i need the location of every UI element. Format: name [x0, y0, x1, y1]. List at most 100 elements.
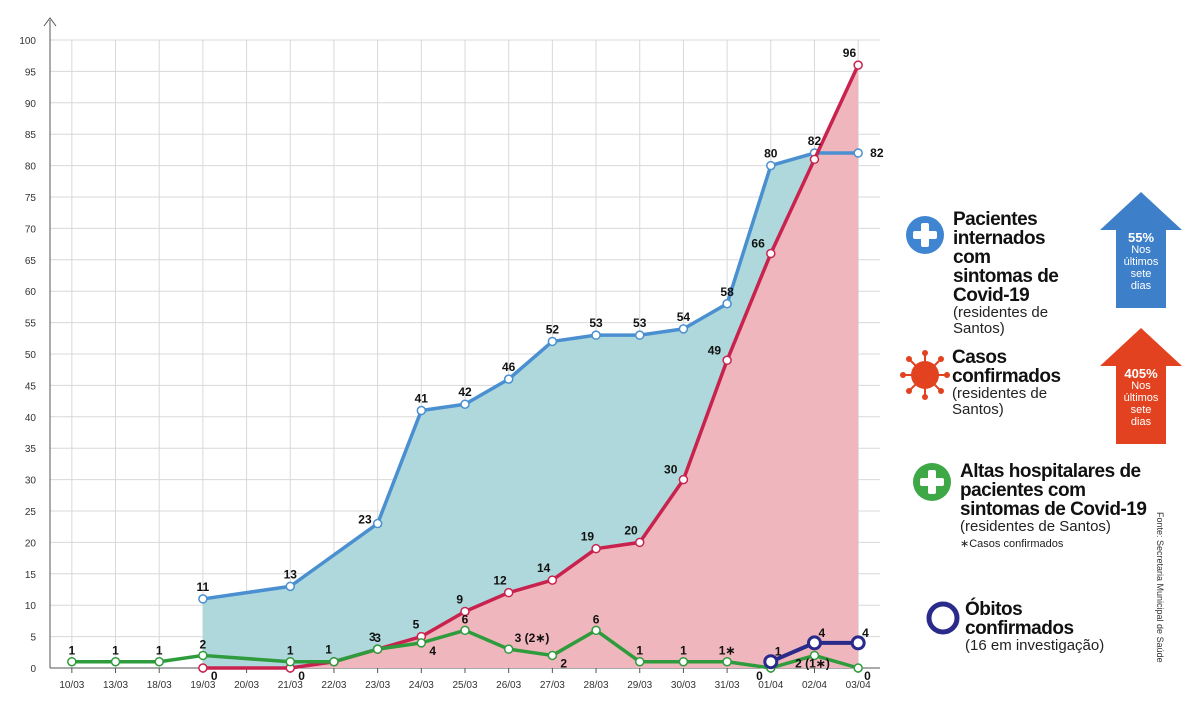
data-label: 0: [211, 669, 218, 683]
x-tick-label: 28/03: [584, 680, 609, 691]
data-label: 3: [374, 631, 381, 645]
y-tick-label: 95: [25, 67, 37, 78]
legend-casos-title: Casos confirmados: [952, 347, 1061, 387]
arrow-internados-text: Nos últimos sete dias: [1123, 244, 1159, 292]
virus-icon: [900, 350, 950, 400]
data-point: [591, 330, 601, 340]
y-tick-label: 35: [25, 444, 37, 455]
x-tick-label: 30/03: [671, 680, 696, 691]
data-point: [416, 405, 427, 416]
data-point: [372, 644, 383, 654]
data-point: [329, 656, 339, 667]
data-label: 80: [764, 147, 778, 161]
y-tick-label: 30: [25, 476, 37, 487]
x-tick-label: 22/03: [321, 680, 346, 691]
x-tick-label: 27/03: [540, 680, 565, 691]
arrow-internados: 55% Nos últimos sete dias: [1100, 192, 1182, 308]
y-tick-label: 20: [25, 538, 37, 549]
data-label: 19: [581, 530, 595, 544]
data-label: 1: [68, 644, 75, 658]
data-point: [591, 543, 601, 554]
chart: 0510152025303540455055606570758085909510…: [19, 17, 884, 691]
data-point: [503, 644, 514, 654]
data-label: 6: [593, 612, 600, 626]
data-point: [416, 638, 427, 648]
data-label: 82: [870, 146, 884, 160]
y-tick-label: 100: [19, 36, 36, 47]
y-tick-label: 40: [25, 413, 37, 424]
data-point: [763, 654, 779, 670]
data-label: 2: [560, 656, 567, 670]
data-point: [460, 399, 470, 409]
legend-altas-note: ∗Casos confirmados: [960, 538, 1064, 550]
plus-circle-icon: [913, 463, 951, 501]
data-point: [766, 248, 776, 259]
data-point: [547, 336, 558, 347]
x-tick-label: 21/03: [278, 680, 303, 691]
x-tick-label: 19/03: [190, 680, 215, 691]
data-label: 54: [677, 310, 691, 324]
y-tick-label: 75: [25, 193, 37, 204]
data-point: [678, 656, 689, 667]
data-label: 2: [200, 637, 207, 651]
data-label: 30: [664, 463, 678, 477]
data-label: 46: [502, 360, 516, 374]
data-label: 0: [298, 669, 305, 683]
x-tick-label: 31/03: [715, 680, 740, 691]
plus-circle-icon: [906, 216, 944, 254]
data-label: 2 (1∗): [795, 656, 830, 670]
data-point: [591, 625, 601, 636]
data-label: 4: [429, 644, 436, 658]
data-point: [503, 587, 514, 598]
arrow-up-icon: [1100, 192, 1182, 308]
data-point: [634, 537, 645, 548]
data-point: [806, 635, 822, 651]
y-tick-label: 55: [25, 319, 37, 330]
y-axis-arrow: [43, 17, 57, 27]
data-point: [634, 330, 645, 340]
data-label: 0: [864, 669, 871, 683]
data-label: 1: [680, 644, 687, 658]
data-point: [460, 606, 470, 617]
data-label: 4: [818, 626, 825, 640]
data-label: 82: [808, 134, 822, 148]
data-label: 0: [756, 669, 763, 683]
data-point: [110, 656, 121, 667]
data-label: 96: [843, 46, 857, 60]
legend-altas-title: Altas hospitalares de pacientes com sint…: [960, 461, 1147, 520]
data-label: 1: [325, 643, 332, 657]
data-label: 1: [112, 644, 119, 658]
arrow-up-icon: [1100, 328, 1182, 444]
data-point: [853, 663, 863, 673]
y-tick-label: 0: [30, 664, 36, 675]
data-point: [460, 625, 470, 636]
data-label: 53: [633, 316, 647, 330]
data-point: [198, 594, 208, 604]
y-tick-label: 60: [25, 287, 37, 298]
data-label: 1: [636, 644, 643, 658]
data-point: [154, 656, 164, 667]
data-point: [722, 355, 732, 366]
data-point: [634, 656, 645, 667]
data-label: 23: [358, 513, 372, 527]
data-label: 1∗: [719, 644, 736, 658]
data-label: 14: [537, 561, 551, 575]
y-tick-label: 65: [25, 256, 37, 267]
data-label: 5: [413, 618, 420, 632]
x-tick-label: 23/03: [365, 680, 390, 691]
legend-internados-title: Pacientes internados com sintomas de Cov…: [953, 209, 1059, 306]
data-label: 3 (2∗): [515, 631, 550, 645]
data-label: 11: [197, 580, 210, 594]
legend-internados-sub: (residentes de Santos): [953, 304, 1049, 337]
x-tick-label: 20/03: [234, 680, 259, 691]
data-label: 1: [287, 644, 294, 658]
data-point: [503, 374, 514, 384]
data-point: [198, 650, 208, 661]
series-line: [71, 628, 859, 670]
data-label: 53: [589, 316, 603, 330]
x-tick-label: 13/03: [103, 680, 128, 691]
data-label: 12: [493, 574, 507, 588]
data-label: 9: [456, 592, 463, 606]
x-tick-label: 24/03: [409, 680, 434, 691]
x-tick-label: 26/03: [496, 680, 521, 691]
